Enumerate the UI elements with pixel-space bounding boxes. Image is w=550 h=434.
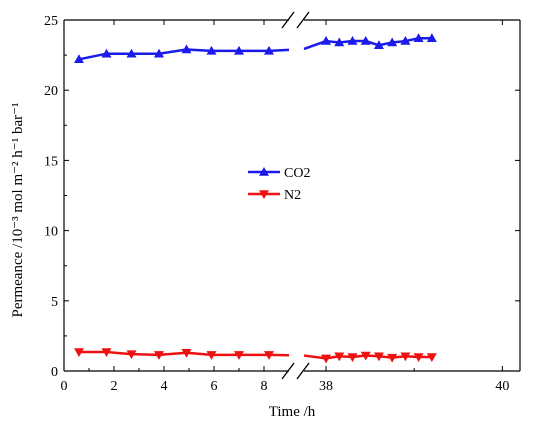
x-tick-label: 8: [261, 379, 268, 394]
series-line-co2: [78, 48, 269, 61]
data-point-co2: [387, 37, 398, 47]
data-point-co2: [154, 48, 164, 58]
data-point-n2: [413, 353, 424, 362]
data-point-co2: [426, 33, 437, 43]
x-tick-label: 6: [211, 379, 218, 394]
y-tick-label: 25: [44, 14, 58, 29]
x-tick-label: 38: [319, 379, 333, 394]
data-point-n2: [101, 348, 112, 358]
data-point-n2: [360, 351, 371, 361]
data-point-co2: [413, 33, 424, 43]
data-point-n2: [206, 351, 217, 360]
data-point-co2: [181, 44, 192, 54]
series-break-connector: [268, 48, 290, 53]
series-line-n2: [79, 350, 269, 357]
y-tick-label: 20: [44, 84, 58, 99]
data-point-co2: [373, 40, 384, 50]
data-point-co2: [206, 45, 217, 55]
x-tick-label: 4: [161, 379, 168, 394]
axes: 0 5 10 15 20 25 0 2 4 6 8 38 40: [44, 11, 521, 394]
data-point-n2: [347, 353, 358, 362]
data-point-n2: [321, 354, 332, 364]
data-point-n2: [387, 353, 398, 363]
top-axis-break-mark: [281, 11, 295, 29]
legend-marker-n2: [259, 190, 269, 199]
data-point-n2: [154, 351, 164, 360]
x-tick-label: 40: [495, 379, 509, 394]
bottom-axis-break-mark: [281, 362, 295, 380]
y-tick-label: 15: [44, 154, 58, 169]
data-point-co2: [74, 54, 84, 64]
legend-marker-co2: [259, 167, 269, 176]
y-tick-label: 10: [44, 225, 58, 240]
top-axis-break-mark: [296, 11, 310, 29]
data-point-co2: [234, 45, 244, 55]
data-point-n2: [334, 352, 345, 362]
y-axis-title: Permeance /10⁻³ mol m⁻² h⁻¹ bar⁻¹: [10, 102, 26, 317]
bottom-axis-break-mark: [296, 362, 310, 380]
series-co2: [74, 33, 437, 64]
data-point-n2: [234, 351, 244, 360]
data-point-co2: [360, 36, 371, 45]
data-point-co2: [334, 37, 345, 47]
data-point-n2: [400, 352, 411, 362]
data-point-n2: [74, 348, 84, 358]
data-point-co2: [347, 36, 358, 45]
x-tick-label: 2: [111, 379, 118, 394]
legend-label-co2: CO2: [284, 166, 310, 181]
series-n2: [74, 348, 437, 364]
y-tick-label: 0: [51, 365, 58, 380]
x-axis-title: Time /h: [269, 404, 316, 420]
series-break-connector: [303, 39, 327, 51]
data-point-co2: [321, 36, 332, 45]
data-point-n2: [426, 353, 437, 362]
data-point-n2: [126, 350, 137, 360]
series-break-connector: [303, 354, 327, 360]
data-point-co2: [400, 36, 411, 45]
data-point-n2: [181, 348, 192, 358]
data-point-co2: [126, 48, 137, 58]
data-point-n2: [373, 352, 384, 362]
data-point-co2: [101, 48, 112, 58]
data-point-n2: [264, 351, 274, 360]
legend-label-n2: N2: [284, 188, 301, 203]
x-tick-label: 0: [61, 379, 68, 394]
y-tick-label: 5: [51, 295, 58, 310]
data-point-co2: [264, 45, 274, 55]
series-layer: [74, 33, 437, 364]
